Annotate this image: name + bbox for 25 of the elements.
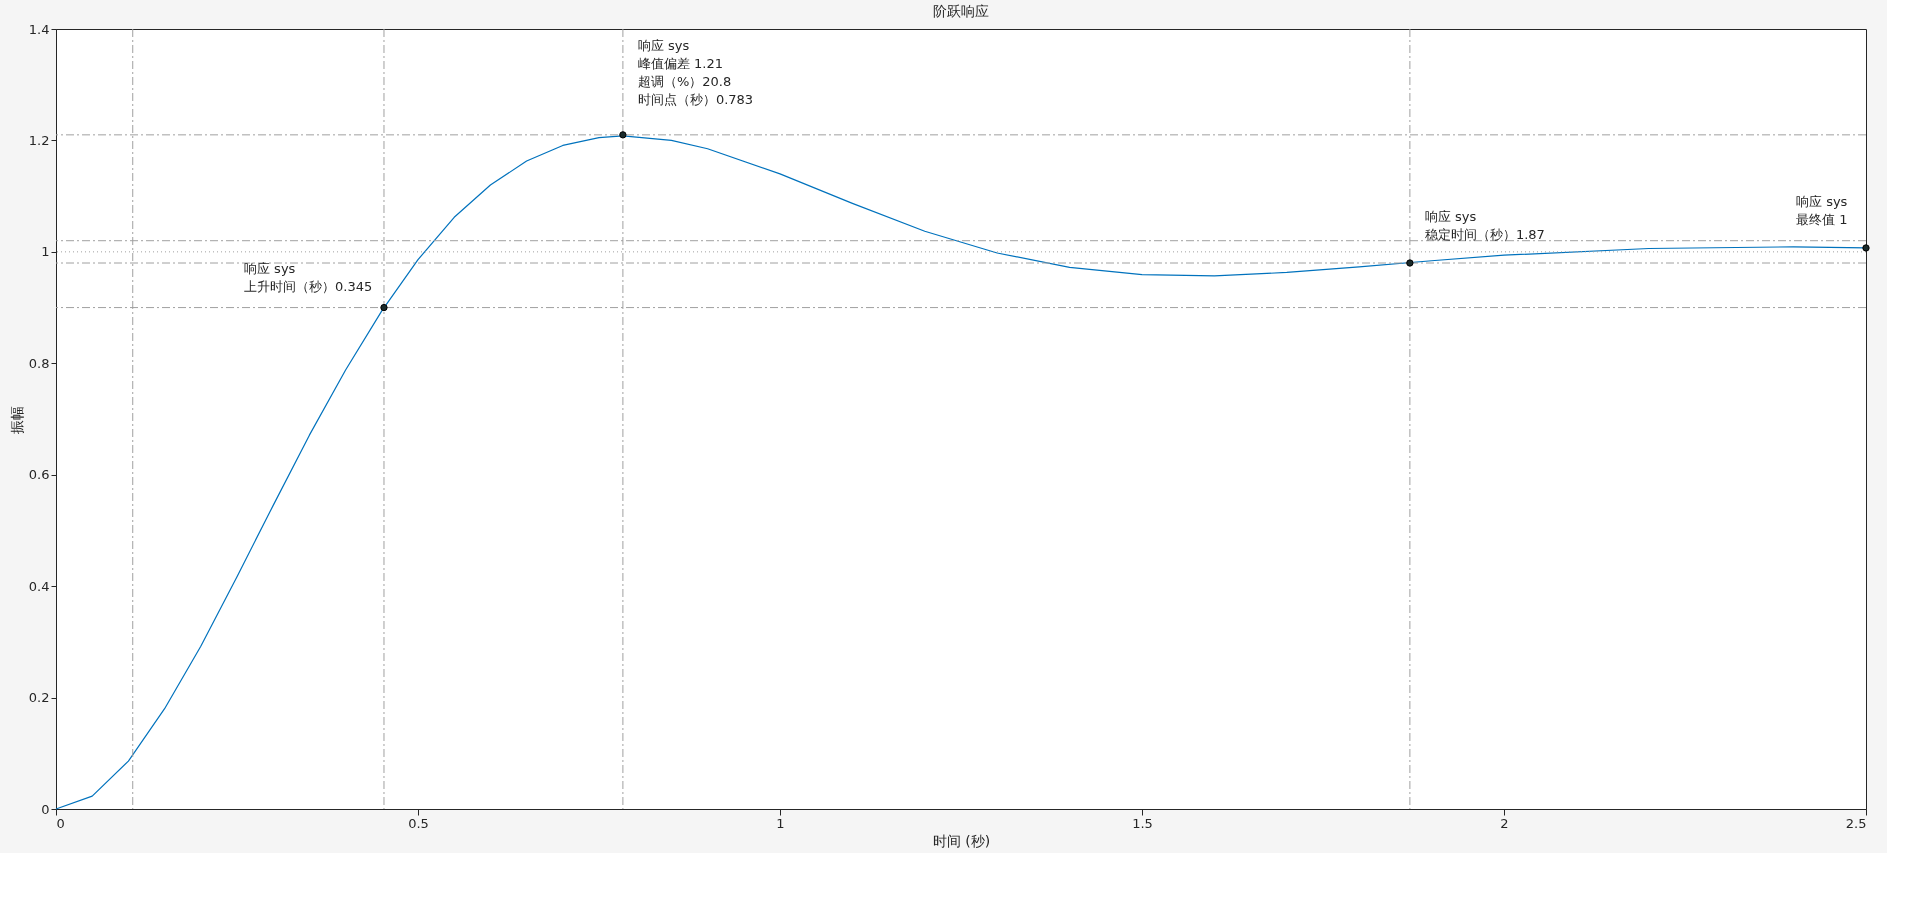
y-tick-label: 0 [41, 801, 50, 817]
y-tick-label: 1 [41, 244, 50, 260]
annotation: 响应 sys 最终值 1 [1796, 193, 1848, 227]
x-tick-label: 1.5 [1132, 815, 1153, 831]
y-tick-label: 0.2 [28, 690, 50, 706]
chart-title: 阶跃响应 [933, 3, 989, 19]
x-axis-title: 时间 (秒) [932, 832, 991, 849]
x-tick-label: 2.5 [1845, 815, 1867, 831]
point [380, 303, 388, 312]
point [1406, 259, 1414, 267]
x-tick-label: 0 [56, 815, 65, 831]
annotation: 响应 sys 峰值偏差 1.21 超调（%）20.8 时间点（秒）0.783 [637, 37, 754, 107]
y-axis-title: 振幅 [8, 405, 25, 434]
y-tick-label: 0.8 [28, 355, 50, 371]
x-tick-label: 0.5 [408, 815, 429, 831]
annotation: 响应 sys 稳定时间（秒）1.87 [1424, 209, 1545, 242]
y-tick-label: 1.2 [28, 132, 50, 148]
y-tick-label: 0.4 [28, 578, 50, 594]
point [1862, 244, 1870, 252]
point [619, 131, 627, 139]
annotation: 响应 sys 上升时间（秒）0.345 [243, 260, 373, 294]
y-tick-label: 0.6 [28, 467, 50, 483]
x-tick-label: 2 [1500, 815, 1509, 831]
y-tick-label: 1.4 [28, 21, 50, 37]
x-tick-label: 1 [776, 815, 785, 831]
